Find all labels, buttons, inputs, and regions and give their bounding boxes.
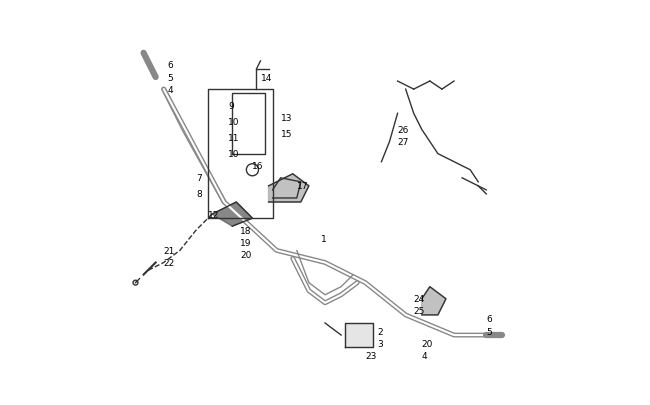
Text: 18: 18 bbox=[240, 226, 252, 235]
Text: 7: 7 bbox=[196, 174, 202, 183]
Text: 1: 1 bbox=[321, 234, 327, 243]
Circle shape bbox=[133, 281, 138, 286]
Text: 8: 8 bbox=[196, 190, 202, 199]
Text: 14: 14 bbox=[261, 73, 272, 82]
Text: 9: 9 bbox=[228, 102, 234, 111]
Polygon shape bbox=[212, 202, 252, 227]
Text: 6: 6 bbox=[486, 315, 492, 324]
Text: 25: 25 bbox=[413, 307, 425, 315]
Text: 4: 4 bbox=[422, 351, 428, 360]
Text: 23: 23 bbox=[365, 351, 377, 360]
Circle shape bbox=[246, 164, 259, 176]
Text: 20: 20 bbox=[240, 250, 252, 259]
Text: 12: 12 bbox=[208, 210, 220, 219]
Text: 13: 13 bbox=[281, 113, 292, 123]
Text: 10: 10 bbox=[228, 117, 240, 126]
Text: 19: 19 bbox=[240, 238, 252, 247]
Text: 5: 5 bbox=[168, 73, 174, 82]
Text: 3: 3 bbox=[378, 339, 383, 348]
Text: 17: 17 bbox=[297, 182, 308, 191]
Text: 4: 4 bbox=[168, 85, 174, 94]
Text: 27: 27 bbox=[398, 138, 409, 147]
Text: 20: 20 bbox=[422, 339, 433, 348]
Text: 26: 26 bbox=[398, 126, 409, 134]
Text: 6: 6 bbox=[168, 61, 174, 70]
Text: 21: 21 bbox=[164, 246, 175, 255]
Text: 2: 2 bbox=[378, 327, 383, 336]
Polygon shape bbox=[422, 287, 446, 315]
Polygon shape bbox=[345, 323, 373, 347]
Text: 22: 22 bbox=[164, 258, 175, 267]
Text: 16: 16 bbox=[252, 162, 264, 171]
Polygon shape bbox=[268, 174, 309, 202]
Text: 24: 24 bbox=[413, 294, 425, 303]
Text: 15: 15 bbox=[281, 130, 292, 139]
Text: 10: 10 bbox=[228, 150, 240, 159]
Text: 11: 11 bbox=[228, 134, 240, 143]
Text: 5: 5 bbox=[486, 327, 492, 336]
